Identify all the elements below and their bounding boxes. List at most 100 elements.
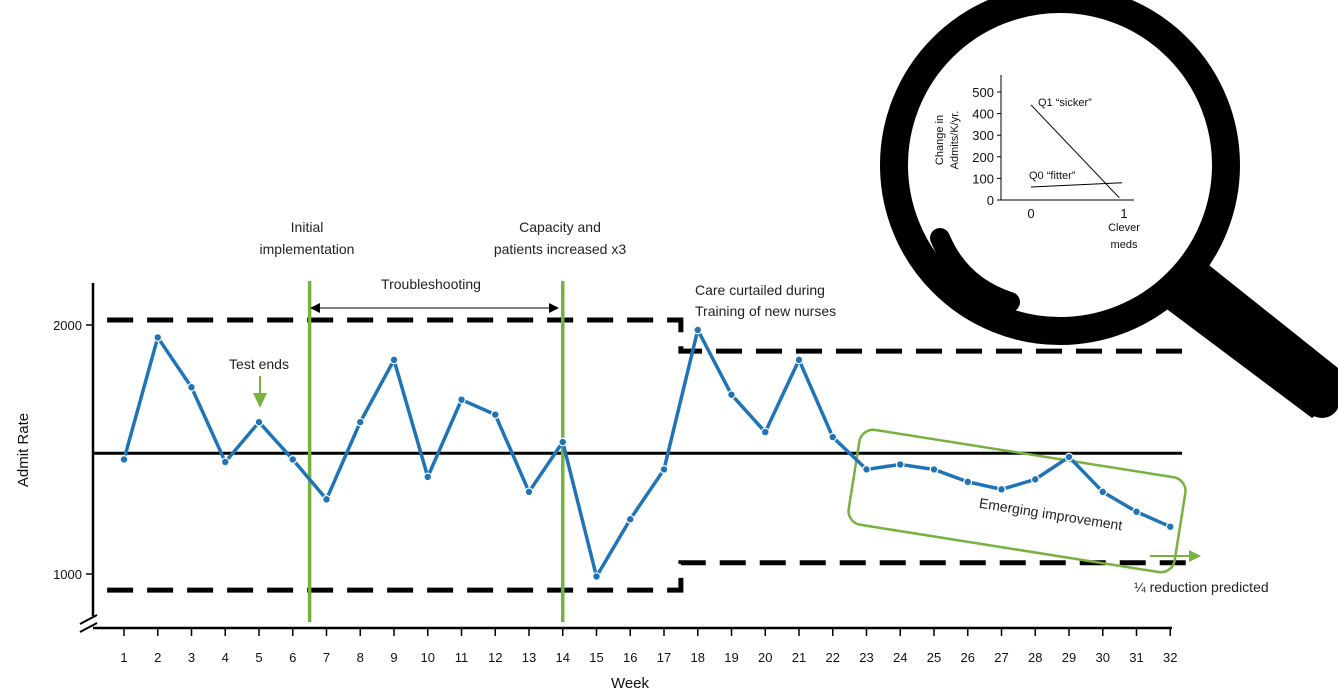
data-point-week-19 bbox=[727, 390, 736, 400]
care-curtailed-label-2: Training of new nurses bbox=[695, 303, 836, 319]
inset-series-line-0 bbox=[1030, 104, 1120, 199]
capacity-label-1: Capacity and bbox=[519, 219, 601, 235]
inset-y-tick-label: 200 bbox=[972, 150, 994, 165]
x-tick-label: 25 bbox=[927, 650, 941, 665]
x-ticks: 1 2 3 4 5 6 7 8 9 10 11 12 13 14 15 16 17 18 19 20 21 22 23 24 2… bbox=[120, 628, 1177, 665]
x-tick-label: 1 bbox=[120, 650, 127, 665]
inset-x-title-2: meds bbox=[1111, 239, 1138, 251]
data-point-week-28 bbox=[1030, 474, 1040, 484]
data-point-week-7 bbox=[322, 494, 331, 504]
data-point-week-12 bbox=[490, 410, 500, 420]
data-point-week-18 bbox=[693, 325, 703, 335]
y-ticks: 1000 2000 bbox=[53, 318, 93, 582]
inset-ticks: 0 100 200 300 400 500 0 1 bbox=[972, 85, 1127, 221]
data-point-week-31 bbox=[1132, 507, 1141, 517]
data-point-week-32 bbox=[1165, 522, 1175, 532]
x-tick-label: 18 bbox=[691, 650, 705, 665]
x-tick-label: 28 bbox=[1028, 650, 1042, 665]
data-point-week-14 bbox=[558, 437, 568, 447]
x-tick-label: 26 bbox=[961, 650, 975, 665]
lower-control-limit bbox=[107, 560, 1188, 593]
control-limits bbox=[93, 317, 1188, 593]
data-point-week-4 bbox=[220, 457, 230, 467]
inset-series-label-q1: Q1 “sicker” bbox=[1038, 97, 1092, 109]
data-point-week-15 bbox=[592, 572, 601, 581]
x-tick-label: 4 bbox=[222, 650, 229, 665]
x-tick-label: 6 bbox=[289, 650, 296, 665]
data-point-week-6 bbox=[288, 455, 298, 464]
series-line bbox=[122, 328, 1171, 579]
x-tick-label: 17 bbox=[657, 650, 671, 665]
data-point-week-10 bbox=[423, 472, 433, 482]
x-tick-label: 16 bbox=[623, 650, 637, 665]
inset-y-title-1: Change in bbox=[934, 115, 946, 165]
data-point-week-30 bbox=[1098, 487, 1108, 497]
x-tick-label: 21 bbox=[792, 650, 806, 665]
inset-x-title-1: Clever bbox=[1108, 222, 1140, 234]
inset-x-tick-label: 1 bbox=[1120, 206, 1127, 221]
x-tick-label: 7 bbox=[323, 650, 330, 665]
data-point-week-22 bbox=[828, 432, 838, 442]
inset-y-tick-label: 300 bbox=[972, 128, 994, 143]
data-point-week-17 bbox=[659, 465, 669, 474]
x-tick-label: 27 bbox=[994, 650, 1008, 665]
y-axis-title: Admit Rate bbox=[15, 413, 32, 487]
x-tick-label: 12 bbox=[488, 650, 502, 665]
data-point-week-2 bbox=[153, 333, 163, 342]
data-point-week-29 bbox=[1064, 452, 1074, 462]
inset-y-tick-label: 400 bbox=[972, 107, 994, 122]
x-tick-label: 29 bbox=[1062, 650, 1076, 665]
capacity-label-2: patients increased x3 bbox=[494, 241, 627, 257]
inset-y-title-2: Admits/K/yr. bbox=[949, 111, 961, 170]
x-tick-label: 19 bbox=[724, 650, 738, 665]
x-tick-label: 11 bbox=[455, 650, 469, 665]
data-point-week-24 bbox=[895, 460, 905, 469]
x-tick-label: 8 bbox=[357, 650, 364, 665]
x-tick-label: 9 bbox=[390, 650, 397, 665]
data-point-week-3 bbox=[187, 382, 196, 392]
care-curtailed-label-1: Care curtailed during bbox=[695, 282, 825, 298]
x-tick-label: 15 bbox=[589, 650, 603, 665]
inset-series bbox=[1030, 104, 1123, 199]
x-tick-label: 32 bbox=[1163, 650, 1177, 665]
data-point-week-9 bbox=[389, 355, 399, 365]
data-point-week-16 bbox=[625, 514, 635, 524]
inset-y-tick-label: 100 bbox=[972, 171, 994, 186]
x-tick-label: 10 bbox=[421, 650, 435, 665]
initial-implementation-label-1: Initial bbox=[291, 219, 324, 235]
admit-rate-series bbox=[119, 325, 1175, 581]
x-tick-label: 5 bbox=[255, 650, 262, 665]
data-point-week-20 bbox=[760, 427, 770, 437]
test-ends-label: Test ends bbox=[229, 356, 289, 372]
troubleshooting-arrow bbox=[310, 303, 559, 313]
inset-series-line-1 bbox=[1030, 182, 1123, 188]
inset-y-tick-label: 500 bbox=[972, 85, 994, 100]
x-tick-label: 22 bbox=[826, 650, 840, 665]
emerging-improvement-label: Emerging improvement bbox=[978, 495, 1124, 533]
inset-series-label-q0: Q0 “fitter” bbox=[1029, 170, 1076, 182]
data-point-week-26 bbox=[963, 477, 973, 487]
x-tick-label: 14 bbox=[556, 650, 570, 665]
magnifying-glass-icon bbox=[880, 0, 1338, 418]
x-tick-label: 30 bbox=[1096, 650, 1110, 665]
inset-y-tick-label: 0 bbox=[987, 193, 994, 208]
data-point-week-8 bbox=[355, 417, 365, 427]
x-tick-label: 13 bbox=[522, 650, 536, 665]
y-tick-label: 2000 bbox=[53, 318, 82, 333]
x-tick-label: 31 bbox=[1129, 650, 1143, 665]
data-point-week-1 bbox=[119, 455, 129, 464]
data-point-week-13 bbox=[524, 487, 534, 497]
reduction-predicted-label: ¼ reduction predicted bbox=[1134, 579, 1269, 595]
data-point-week-5 bbox=[254, 417, 264, 427]
data-point-week-11 bbox=[457, 395, 466, 405]
data-point-week-21 bbox=[794, 355, 804, 365]
phase-lines bbox=[307, 281, 565, 622]
data-point-week-27 bbox=[997, 484, 1006, 494]
initial-implementation-label-2: implementation bbox=[260, 241, 355, 257]
x-tick-label: 20 bbox=[758, 650, 772, 665]
y-tick-label: 1000 bbox=[53, 567, 82, 582]
inset-x-tick-label: 0 bbox=[1027, 206, 1034, 221]
data-point-week-25 bbox=[929, 465, 939, 474]
x-tick-label: 23 bbox=[859, 650, 873, 665]
